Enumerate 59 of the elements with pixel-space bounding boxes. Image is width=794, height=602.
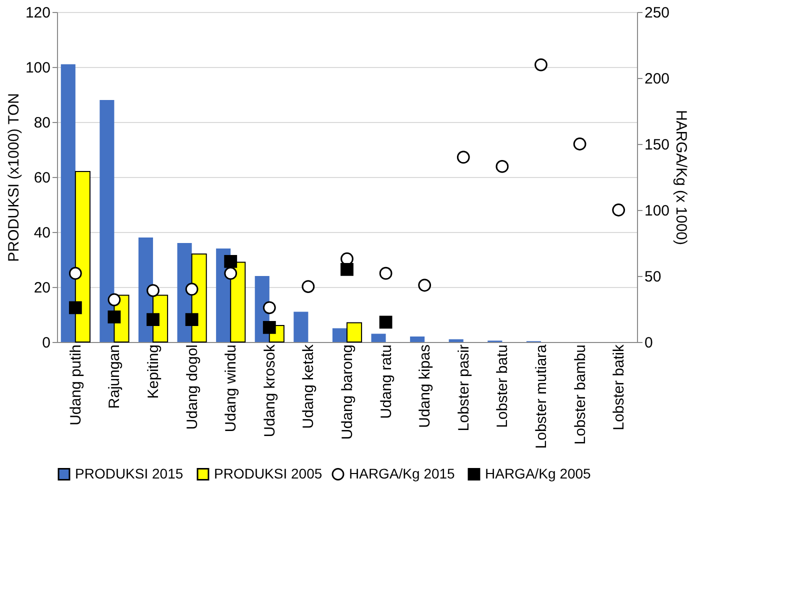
y-axis-title: PRODUKSI (x1000) TON [5,93,22,262]
bar [294,312,308,342]
legend-label: HARGA/Kg 2005 [485,465,592,482]
legend-label: PRODUKSI 2015 [75,465,184,482]
x-tick-label: Udang putih [67,344,84,426]
bar [332,328,347,342]
point [108,310,121,324]
y2-tick-label: 200 [644,70,670,88]
point [262,321,276,334]
x-tick-label: Udang barong [339,344,356,440]
point [262,301,276,314]
x-tick-label: Lobster batik [610,344,628,430]
x-tick-label: Udang ratu [378,344,395,419]
y-tick-label: 0 [42,334,50,352]
y2-tick-label: 250 [644,4,670,22]
point [379,316,392,329]
bar [410,336,425,342]
y2-tick-label: 150 [644,136,670,154]
y2-tick-label: 0 [644,334,653,352]
y-tick-label: 20 [34,280,50,296]
legend-label: PRODUKSI 2005 [214,465,322,482]
y2-tick-label: 50 [644,268,662,286]
point [146,313,160,326]
point [185,313,198,326]
bar [448,339,464,342]
bar [346,322,362,342]
point [68,266,82,280]
y-tick-label: 40 [34,224,50,242]
y2-tick-label: 100 [644,202,670,220]
bar [60,64,76,342]
bar [100,100,114,342]
y-tick-label: 60 [34,170,50,186]
point [146,284,160,297]
point [224,255,238,268]
bar [371,334,386,342]
x-tick-label: Udang windu [222,344,240,432]
x-tick-label: Lobster bambu [572,344,589,445]
point [108,293,121,306]
x-tick-label: Rajungan [106,344,124,409]
x-tick-label: Udang krosok [261,344,278,438]
point [302,280,315,293]
x-tick-label: Lobster mutiara [532,344,550,449]
point [418,278,432,292]
point [185,282,198,296]
x-tick-label: Lobster batu [494,344,512,428]
x-tick-label: Lobster pasir [455,344,472,432]
x-tick-label: Udang dogol [184,344,201,430]
point [224,266,238,280]
y-tick-label: 120 [25,4,50,22]
point [68,301,82,314]
legend-label: HARGA/Kg 2015 [349,465,456,482]
point [534,58,548,72]
x-tick-label: Kepiting [145,344,162,399]
x-tick-label: Udang ketak [300,344,318,429]
y-tick-label: 100 [25,60,50,76]
point [340,262,354,276]
y-tick-label: 80 [34,114,50,132]
x-tick-label: Udang kipas [416,344,434,428]
y2-axis-title: HARGA/Kg (x 1000) [672,110,690,246]
